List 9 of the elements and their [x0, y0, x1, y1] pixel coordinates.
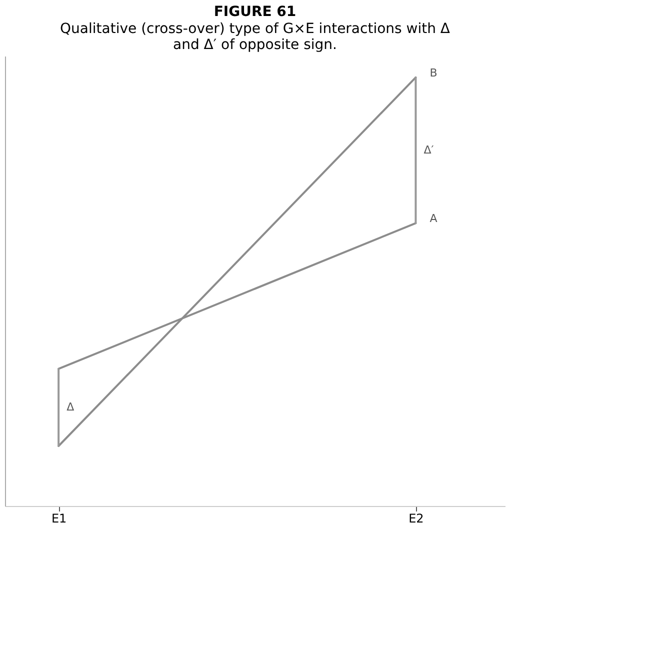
text: Qualitative (cross-over) type of G×E interactions with Δ — [60, 21, 450, 37]
chart-title: FIGURE 61 — [214, 4, 296, 20]
annotation: Δ′ — [424, 143, 434, 156]
text: and Δ′ of opposite sign. — [173, 37, 337, 53]
series-label: A — [430, 212, 438, 226]
x-tick-label: E1 — [51, 512, 67, 526]
annotation: Δ — [66, 400, 75, 414]
x-tick-label: E2 — [408, 512, 424, 526]
series-label: B — [430, 66, 438, 80]
